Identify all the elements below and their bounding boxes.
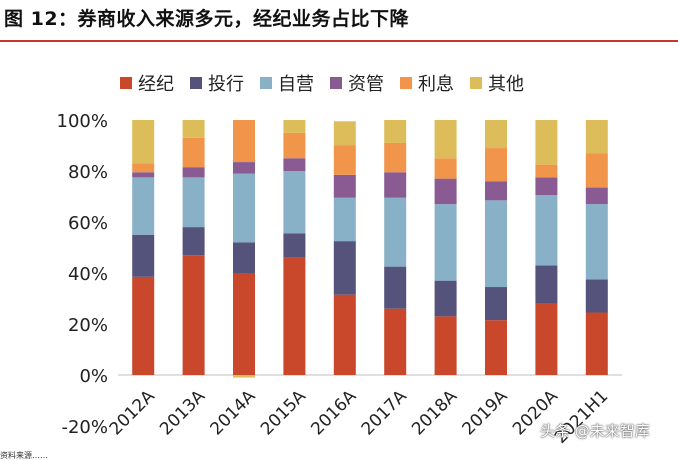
legend-swatch (470, 77, 482, 89)
legend-swatch (120, 77, 132, 89)
bar-segment (384, 120, 407, 143)
bar-segment (485, 200, 507, 288)
bar-segment (233, 273, 255, 375)
bar-segment (182, 167, 205, 178)
y-tick-label: 20% (68, 315, 108, 336)
y-tick-label: 0% (79, 366, 108, 387)
bar-segment (384, 197, 407, 267)
legend-swatch (400, 77, 412, 89)
bar-segment (434, 280, 457, 317)
bar-segment (283, 257, 306, 375)
bar-segment (384, 308, 407, 375)
x-tick-label: 2017A (358, 386, 411, 439)
bar-segment (132, 276, 155, 375)
legend-label: 资管 (348, 74, 384, 95)
legend-label: 其他 (488, 74, 524, 95)
bar-segment (535, 164, 558, 178)
bar-segment (434, 158, 457, 179)
bar-segment (485, 287, 507, 321)
bar-segment (333, 174, 356, 198)
bar-segment (182, 120, 205, 138)
bar-segment (535, 303, 558, 375)
bar-segment (485, 320, 507, 375)
watermark: 头条 @未来智库 (540, 422, 650, 440)
figure-title: 图 12：券商收入来源多元，经纪业务占比下降 (4, 8, 410, 30)
bar-segment (333, 121, 356, 146)
bar-segment (132, 120, 155, 164)
x-tick-label: 2019A (459, 386, 512, 439)
legend-item: 自营 (260, 70, 314, 96)
bar-segment (384, 142, 407, 173)
bar-segment (333, 294, 356, 375)
bar-segment (485, 181, 507, 201)
bar-segment (283, 171, 306, 234)
bar-segment (434, 120, 457, 159)
legend-label: 经纪 (138, 74, 174, 95)
bar-segment (434, 178, 457, 205)
bar-segment (585, 279, 608, 313)
title-divider (0, 40, 678, 42)
bar-segment (132, 234, 155, 277)
legend-swatch (330, 77, 342, 89)
bar-segment (535, 177, 558, 196)
chart-legend: 经纪 投行 自营 资管 利息 其他 (120, 70, 524, 96)
legend-item: 投行 (190, 70, 244, 96)
x-tick-label: 2014A (207, 386, 260, 439)
y-tick-label: -20% (61, 417, 108, 438)
bar-segment (535, 265, 558, 304)
bar-segment (585, 312, 608, 375)
y-tick-label: 80% (68, 162, 108, 183)
bar-segment (485, 148, 507, 182)
legend-item: 资管 (330, 70, 384, 96)
legend-item: 其他 (470, 70, 524, 96)
bar-segment (333, 145, 356, 175)
bar-segment (233, 173, 255, 243)
bar-segment (535, 120, 558, 165)
bar-segment (182, 137, 205, 168)
bar-segment (333, 197, 356, 242)
legend-swatch (260, 77, 272, 89)
bar-segment (233, 120, 255, 163)
bar-segment (132, 172, 155, 178)
y-tick-label: 60% (68, 213, 108, 234)
bar-segment (283, 120, 306, 133)
x-tick-label: 2018A (408, 386, 461, 439)
x-tick-label: 2016A (307, 386, 360, 439)
bar-segment (283, 132, 306, 159)
bar-segment (585, 153, 608, 188)
legend-label: 利息 (418, 74, 454, 95)
bar-segment (384, 266, 407, 309)
bar-segment (182, 255, 205, 375)
footer-fragment: 资料来源…… (0, 451, 48, 460)
bar-segment (283, 233, 306, 258)
bar-segment (233, 162, 255, 174)
legend-item: 利息 (400, 70, 454, 96)
x-tick-label: 2015A (257, 386, 310, 439)
y-tick-label: 40% (68, 264, 108, 285)
bar-segment (535, 195, 558, 266)
x-tick-label: 2013A (156, 386, 209, 439)
bar-segment (182, 227, 205, 256)
x-tick-label: 2012A (106, 386, 159, 439)
bar-segment (333, 241, 356, 295)
bar-segment (434, 316, 457, 375)
bar-segment (132, 163, 155, 173)
bar-segment (485, 120, 507, 149)
bar-segment (585, 187, 608, 205)
legend-label: 自营 (278, 74, 314, 95)
legend-item: 经纪 (120, 70, 174, 96)
bar-segment (434, 204, 457, 281)
bar-segment (585, 204, 608, 280)
y-tick-label: 100% (57, 111, 108, 132)
legend-label: 投行 (208, 74, 244, 95)
bar-segment (384, 172, 407, 198)
bar-segment (233, 242, 255, 273)
bar-segment (132, 177, 155, 235)
legend-swatch (190, 77, 202, 89)
bar-segment (283, 158, 306, 171)
bar-segment (182, 177, 205, 228)
bar-segment-negative (233, 375, 255, 378)
bar-segment (585, 120, 608, 154)
